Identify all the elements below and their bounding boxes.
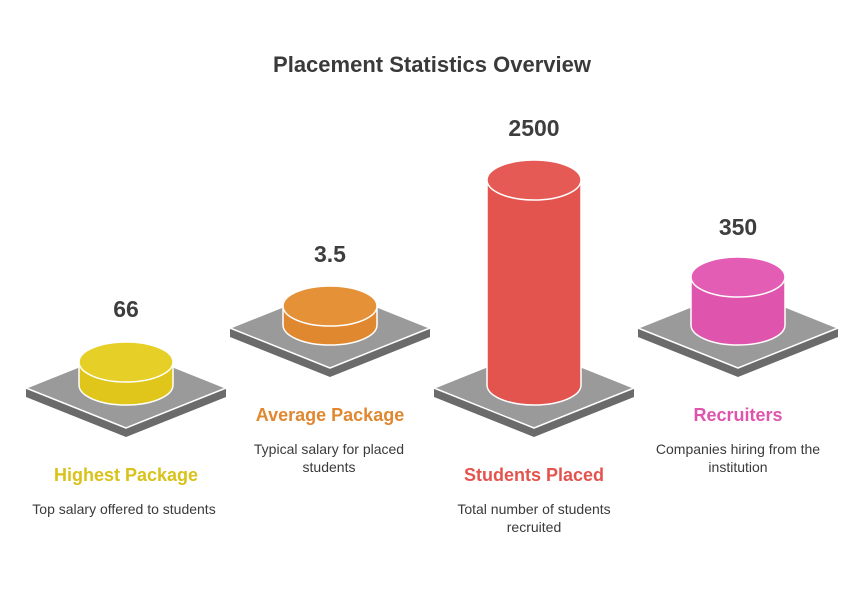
average-package-description: Typical salary for placed students bbox=[253, 441, 405, 475]
recruiters-description: Companies hiring from the institution bbox=[655, 441, 821, 475]
students-placed-value: 2500 bbox=[508, 115, 560, 141]
average-package-label: Average Package bbox=[255, 405, 405, 425]
recruiters-value: 350 bbox=[718, 214, 758, 240]
highest-package-label: Highest Package bbox=[53, 465, 199, 485]
recruiters-label: Recruiters bbox=[693, 405, 783, 425]
students-placed-cylinder-body bbox=[486, 179, 582, 406]
average-package-platform-side bbox=[230, 328, 430, 377]
recruiters-platform-side bbox=[638, 328, 838, 377]
students-placed-cylinder-top bbox=[486, 159, 582, 201]
recruiters-cylinder-top bbox=[690, 256, 786, 298]
highest-package-value: 66 bbox=[113, 296, 139, 322]
students-placed-description: Total number of students recruited bbox=[457, 501, 611, 535]
highest-package-cylinder-top bbox=[78, 341, 174, 383]
average-package-value: 3.5 bbox=[314, 241, 346, 267]
highest-package-description: Top salary offered to students bbox=[32, 501, 216, 517]
students-placed-platform-side bbox=[434, 388, 634, 437]
students-placed-label: Students Placed bbox=[463, 465, 605, 485]
page-title: Placement Statistics Overview bbox=[273, 52, 591, 77]
average-package-cylinder-top bbox=[282, 285, 378, 327]
highest-package-platform-side bbox=[26, 388, 226, 437]
